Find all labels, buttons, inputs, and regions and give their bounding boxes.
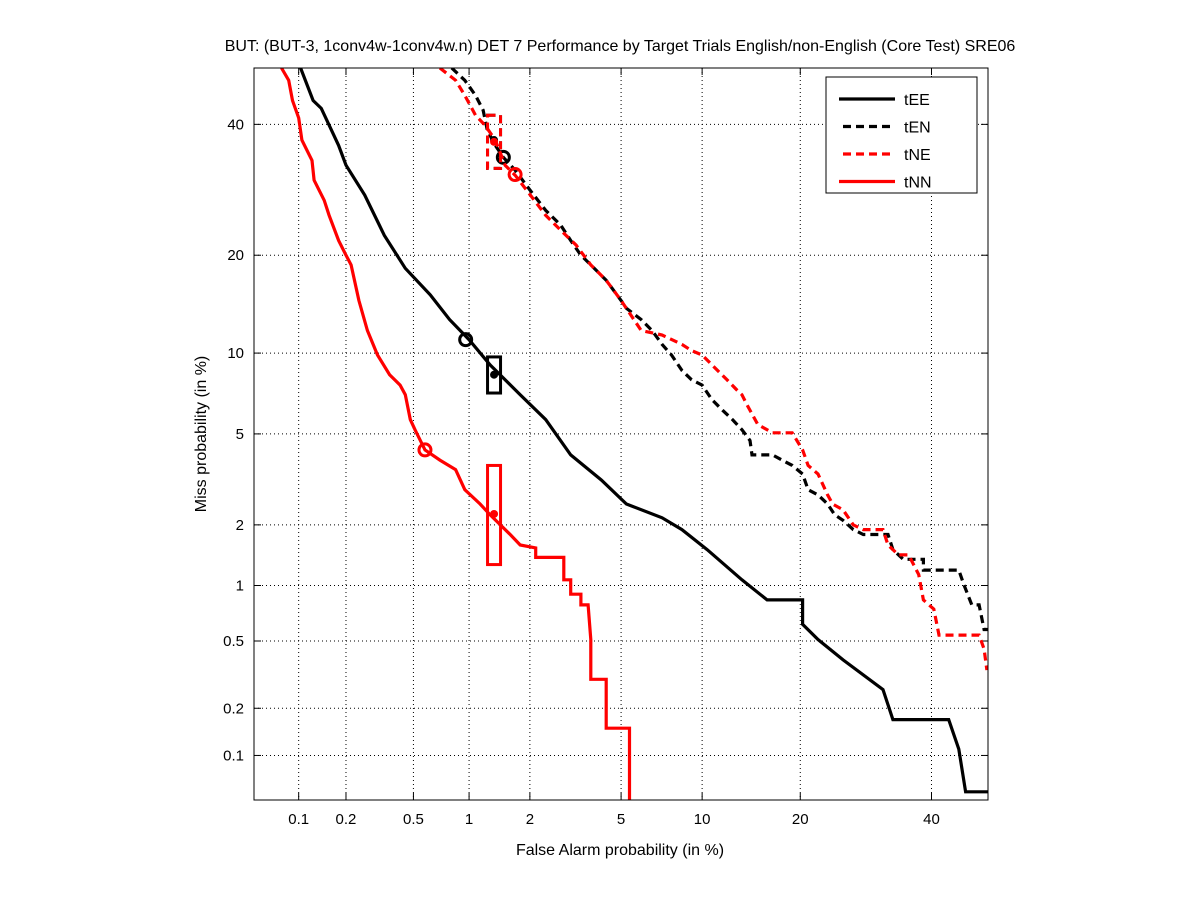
series-line-tEN: [450, 68, 988, 632]
actual-dcf-marker-tNN: [490, 509, 499, 518]
legend-label-tNE: tNE: [904, 147, 931, 164]
x-tick-label: 0.1: [288, 811, 309, 828]
x-tick-label: 20: [792, 811, 809, 828]
legend: tEE tEN tNE tNN: [825, 76, 978, 194]
x-tick-label: 0.5: [403, 811, 424, 828]
series-tNN: [280, 68, 632, 800]
y-tick-label: 0.5: [223, 633, 244, 650]
min-dcf-marker-tNN: [417, 442, 433, 458]
series-tEE: [299, 68, 988, 794]
y-tick-label: 40: [227, 116, 244, 133]
y-tick-label: 2: [236, 517, 244, 534]
legend-label-tNN: tNN: [904, 175, 932, 192]
confidence-box-tNE: [486, 113, 503, 170]
y-axis-label: Miss probability (in %): [193, 356, 210, 512]
y-tick-label: 0.2: [223, 700, 244, 717]
confidence-box-tEE: [486, 355, 503, 395]
chart-title: BUT: (BUT-3, 1conv4w-1conv4w.n) DET 7 Pe…: [225, 38, 1016, 55]
axis-ticks: 0.1 0.2 0.5 1 2 5 10 20 40 0.1 0.2 0.5 1 2 5 10 20 40: [223, 68, 988, 828]
actual-dcf-marker-tNE: [490, 137, 499, 146]
x-tick-label: 10: [694, 811, 711, 828]
y-tick-label: 10: [227, 345, 244, 362]
series-group: [280, 68, 988, 800]
series-tNE: [438, 68, 988, 671]
legend-label-tEN: tEN: [904, 120, 931, 137]
y-tick-label: 0.1: [223, 747, 244, 764]
x-tick-label: 1: [465, 811, 473, 828]
series-line-tEE: [299, 68, 988, 794]
series-line-tNE: [438, 68, 988, 671]
y-tick-label: 1: [236, 578, 244, 595]
legend-box: [825, 76, 978, 194]
plot-frame: [253, 67, 989, 801]
confidence-box-tNN: [486, 463, 503, 567]
actual-dcf-marker-tEE: [490, 370, 499, 379]
min-dcf-marker-tEE: [458, 332, 474, 348]
x-tick-label: 2: [526, 811, 534, 828]
min-dcf-marker-tEN: [495, 149, 511, 165]
y-tick-label: 20: [227, 247, 244, 264]
x-tick-label: 0.2: [336, 811, 357, 828]
min-dcf-marker-tNE: [507, 167, 523, 183]
legend-label-tEE: tEE: [904, 92, 930, 109]
series-line-tNN: [280, 68, 632, 800]
x-axis-label: False Alarm probability (in %): [516, 842, 724, 859]
y-tick-label: 5: [236, 426, 244, 443]
x-tick-label: 5: [617, 811, 625, 828]
x-tick-label: 40: [923, 811, 940, 828]
